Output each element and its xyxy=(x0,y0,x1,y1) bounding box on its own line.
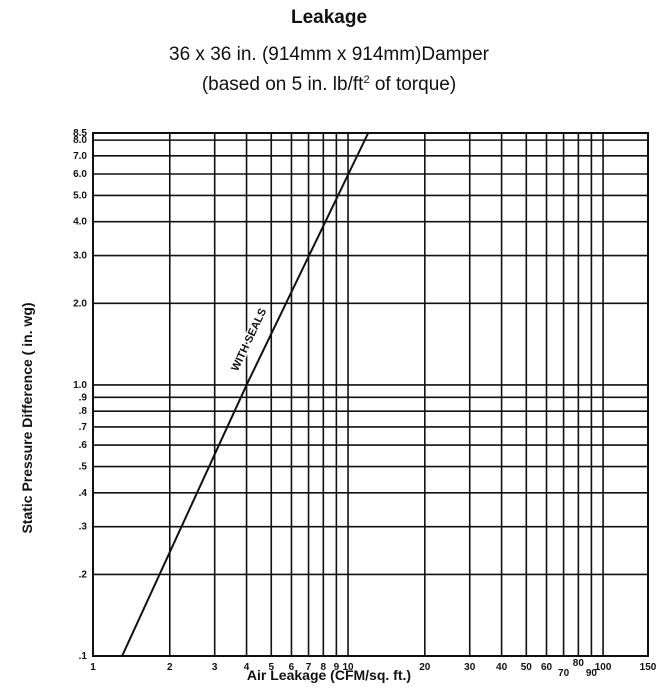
x-tick-label: 80 xyxy=(573,658,585,669)
y-tick-label: 8.0 xyxy=(73,135,87,146)
x-tick-label: 1 xyxy=(90,662,96,673)
y-tick-label: 2.0 xyxy=(73,298,87,309)
y-tick-label: 8.5 xyxy=(73,128,87,139)
y-tick-label: 7.0 xyxy=(73,151,87,162)
y-tick-label: .3 xyxy=(79,522,88,533)
x-tick-label: 30 xyxy=(464,662,476,673)
x-tick-label: 8 xyxy=(321,662,327,673)
plot-frame xyxy=(92,132,649,657)
x-tick-label: 9 xyxy=(334,662,340,673)
x-tick-label: 5 xyxy=(268,662,274,673)
x-tick-label: 2 xyxy=(167,662,173,673)
series-line-with-seals xyxy=(121,132,370,657)
chart-subtitle-line-1: 36 x 36 in. (914mm x 914mm)Damper xyxy=(169,44,489,65)
x-tick-label: 20 xyxy=(419,662,431,673)
y-tick-label: .8 xyxy=(79,406,88,417)
y-tick-label: .4 xyxy=(79,488,88,499)
x-tick-label: 50 xyxy=(521,662,533,673)
x-tick-label: 100 xyxy=(595,662,612,673)
y-tick-label: 4.0 xyxy=(73,217,87,228)
x-tick-label: 70 xyxy=(558,668,570,679)
y-tick-label: 3.0 xyxy=(73,251,87,262)
x-axis-label: Air Leakage (CFM/sq. ft.) xyxy=(246,667,412,683)
x-tick-label: 4 xyxy=(244,662,250,673)
x-tick-label: 3 xyxy=(212,662,218,673)
y-tick-label: .7 xyxy=(79,422,88,433)
x-tick-label: 40 xyxy=(496,662,508,673)
y-tick-label: .6 xyxy=(79,440,88,451)
x-tick-label: 10 xyxy=(342,662,354,673)
x-tick-label: 6 xyxy=(289,662,295,673)
subtitle-superscript: 2 xyxy=(363,74,370,86)
x-tick-label: 60 xyxy=(541,662,553,673)
y-tick-label: 6.0 xyxy=(73,169,87,180)
chart-subtitle-line-2: (based on 5 in. lb/ft2 of torque) xyxy=(0,74,658,96)
subtitle-text-after: of torque) xyxy=(369,74,457,95)
chart-title: Leakage xyxy=(290,7,368,28)
subtitle-text-before: (based on 5 in. lb/ft xyxy=(201,74,364,95)
y-tick-label: .9 xyxy=(79,392,88,403)
x-tick-label: 90 xyxy=(586,668,598,679)
x-tick-label: 150 xyxy=(640,662,657,673)
y-tick-label: .5 xyxy=(79,462,88,473)
y-tick-label: .1 xyxy=(79,651,88,662)
series-label: WITH SEALS xyxy=(229,307,269,373)
y-tick-label: 1.0 xyxy=(73,380,87,391)
x-tick-label: 7 xyxy=(306,662,312,673)
y-tick-label: 5.0 xyxy=(73,190,87,201)
y-tick-label: .2 xyxy=(79,569,88,580)
